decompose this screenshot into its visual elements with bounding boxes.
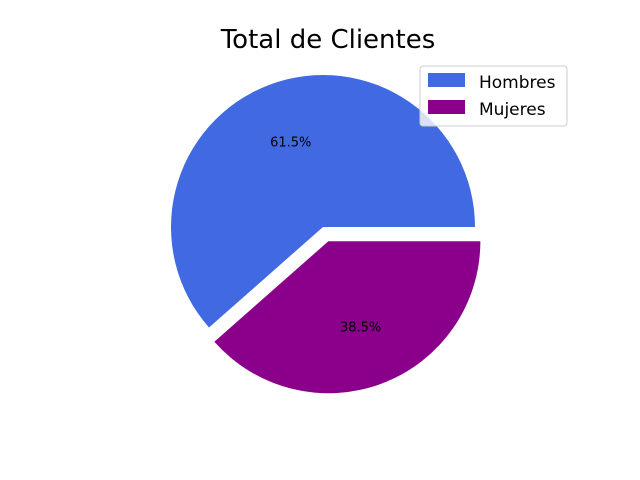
legend-label-hombres: Hombres: [479, 73, 556, 93]
legend-swatch-mujeres: [428, 100, 465, 114]
pie-label-mujeres: 38.5%: [340, 321, 381, 336]
pie-slice-hombres: [170, 74, 475, 328]
legend-swatch-hombres: [428, 73, 465, 87]
legend-label-mujeres: Mujeres: [479, 100, 546, 120]
legend: Hombres Mujeres: [419, 65, 568, 127]
pie-slices: [170, 74, 481, 394]
pie-label-hombres: 61.5%: [270, 136, 311, 151]
pie-slice-mujeres: [214, 241, 481, 394]
pie-percent-labels: 61.5% 38.5%: [270, 136, 381, 336]
chart-title: Total de Clientes: [220, 25, 436, 55]
